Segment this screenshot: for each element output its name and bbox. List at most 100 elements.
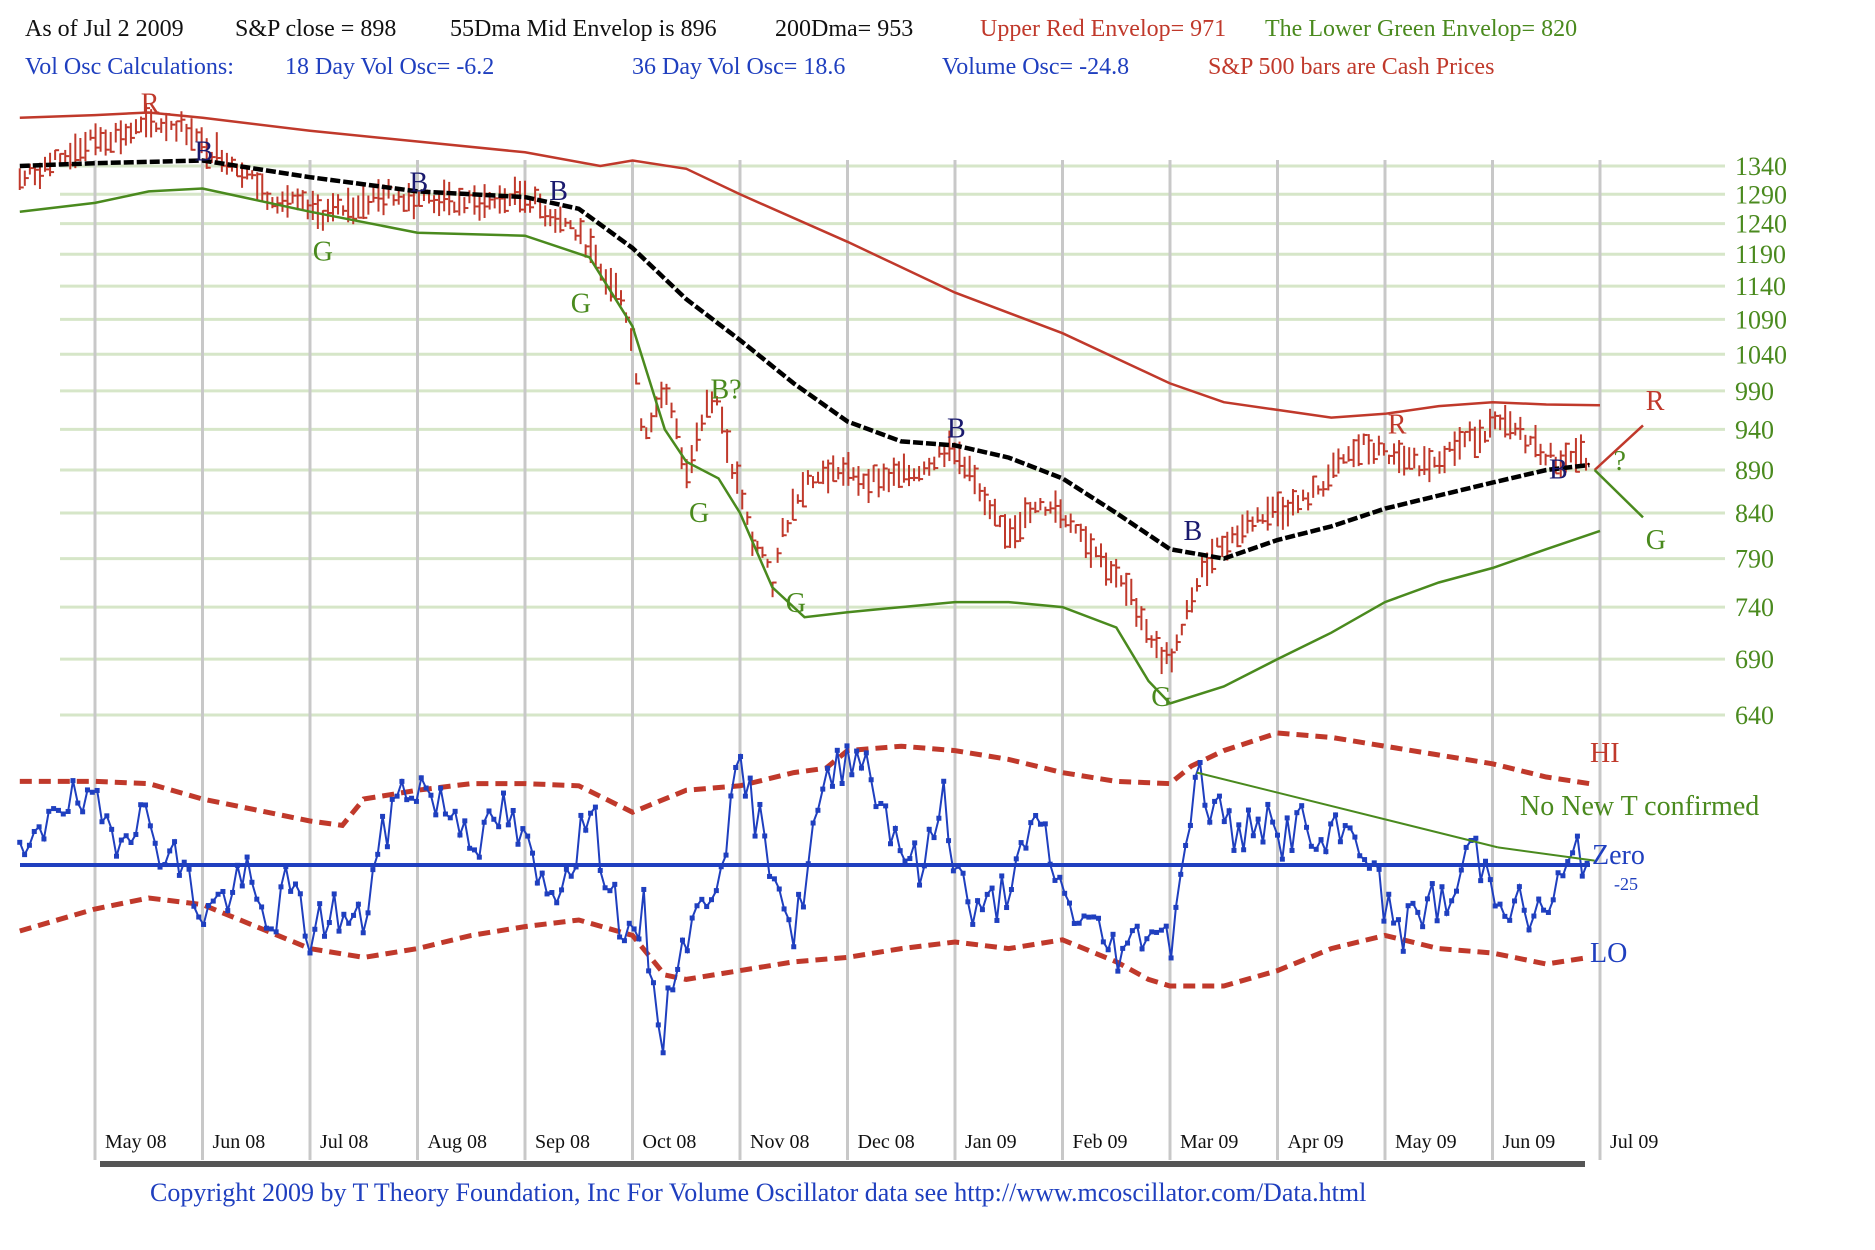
oscillator-point — [196, 914, 202, 920]
oscillator-point — [1478, 878, 1484, 884]
oscillator-point — [143, 802, 149, 808]
oscillator-point — [41, 836, 47, 842]
oscillator-point — [670, 987, 676, 993]
oscillator-point — [849, 772, 855, 778]
header-vol36: 36 Day Vol Osc= 18.6 — [632, 54, 846, 80]
oscillator-point — [1284, 815, 1290, 821]
oscillator-point — [829, 783, 835, 789]
oscillator-point — [341, 911, 347, 917]
oscillator-point — [234, 862, 240, 868]
oscillator-point — [157, 864, 163, 870]
oscillator-point — [1260, 839, 1266, 845]
oscillator-point — [336, 928, 342, 934]
oscillator-point — [36, 824, 42, 830]
oscillator-point — [1178, 871, 1184, 877]
oscillator-point — [1004, 905, 1010, 911]
oscillator-point — [665, 985, 671, 991]
oscillator-point — [413, 798, 419, 804]
oscillator-point — [621, 938, 627, 944]
oscillator-point — [1023, 845, 1029, 851]
y-tick-label: 1240 — [1735, 210, 1787, 239]
oscillator-point — [597, 867, 603, 873]
oscillator-point — [975, 898, 981, 904]
oscillator-point — [679, 937, 685, 943]
oscillator-point — [172, 839, 178, 845]
oscillator-point — [70, 778, 76, 784]
oscillator-point — [1052, 877, 1058, 883]
oscillator-point — [1033, 813, 1039, 819]
oscillator-point — [926, 826, 932, 832]
y-tick-label: 1290 — [1735, 180, 1787, 209]
oscillator-point — [912, 840, 918, 846]
oscillator-point — [225, 908, 231, 914]
oscillator-layer — [17, 743, 1590, 1056]
oscillator-point — [1536, 896, 1542, 902]
oscillator-point — [960, 870, 966, 876]
oscillator-point — [1545, 909, 1551, 915]
oscillator-point — [365, 910, 371, 916]
oscillator-point — [31, 828, 37, 834]
oscillator-bands — [19, 730, 1590, 989]
oscillator-point — [1560, 873, 1566, 879]
x-tick-label: May 09 — [1395, 1131, 1457, 1153]
oscillator-point — [1371, 860, 1377, 866]
oscillator-point — [481, 819, 487, 825]
oscillator-point — [1183, 842, 1189, 848]
oscillator-point — [1037, 821, 1043, 827]
header-upper-envelope: Upper Red Envelop= 971 — [980, 16, 1227, 42]
oscillator-point — [573, 864, 579, 870]
oscillator-point — [510, 807, 516, 813]
x-tick-label: Jan 09 — [965, 1131, 1017, 1153]
oscillator-point — [1366, 865, 1372, 871]
oscillator-point — [389, 796, 395, 802]
oscillator-point — [80, 809, 86, 815]
x-tick-label: Jul 08 — [320, 1131, 368, 1153]
oscillator-point — [331, 891, 337, 897]
oscillator-point — [1057, 874, 1063, 880]
oscillator-point — [1308, 843, 1314, 849]
oscillator-point — [109, 826, 115, 832]
oscillator-point — [563, 866, 569, 872]
oscillator-point — [215, 891, 221, 897]
oscillator-point — [646, 968, 652, 974]
oscillator-point — [1275, 832, 1280, 838]
oscillator-point — [452, 808, 458, 814]
oscillator-point — [491, 816, 497, 822]
oscillator-point — [1333, 812, 1339, 818]
oscillator-point — [1299, 803, 1305, 809]
oscillator-point — [1376, 866, 1382, 872]
oscillator-point — [1357, 853, 1363, 859]
oscillator-point — [1400, 948, 1406, 954]
oscillator-point — [384, 844, 390, 850]
oscillator-point — [496, 824, 502, 830]
oscillator-point — [346, 920, 352, 926]
annotation-Bq: B? — [711, 374, 742, 405]
oscillator-point — [360, 930, 366, 936]
oscillator-point — [1047, 861, 1053, 867]
oscillator-point — [921, 863, 927, 869]
oscillator-point — [1507, 917, 1513, 923]
oscillator-point — [1250, 833, 1256, 839]
oscillator-point — [820, 786, 826, 792]
oscillator-point — [612, 881, 618, 887]
oscillator-point — [273, 929, 279, 935]
oscillator-point — [1173, 904, 1179, 910]
oscillator-point — [810, 820, 816, 826]
oscillator-point — [602, 885, 608, 891]
oscillator-point — [694, 903, 700, 909]
header-sp-close: S&P close = 898 — [235, 16, 397, 42]
x-tick-label: Sep 08 — [535, 1131, 590, 1153]
oscillator-point — [244, 854, 250, 860]
grid-layer — [60, 164, 1725, 1167]
y-tick-label: 1340 — [1735, 152, 1787, 181]
oscillator-point — [288, 888, 294, 894]
oscillator-point — [868, 777, 874, 783]
oscillator-point — [1202, 802, 1208, 808]
oscillator-point — [1323, 849, 1329, 855]
oscillator-point — [578, 812, 584, 818]
oscillator-point — [936, 815, 942, 821]
oscillator-point — [718, 864, 724, 870]
oscillator-point — [592, 804, 598, 810]
oscillator-point — [607, 888, 613, 894]
y-tick-label: 940 — [1735, 415, 1774, 444]
